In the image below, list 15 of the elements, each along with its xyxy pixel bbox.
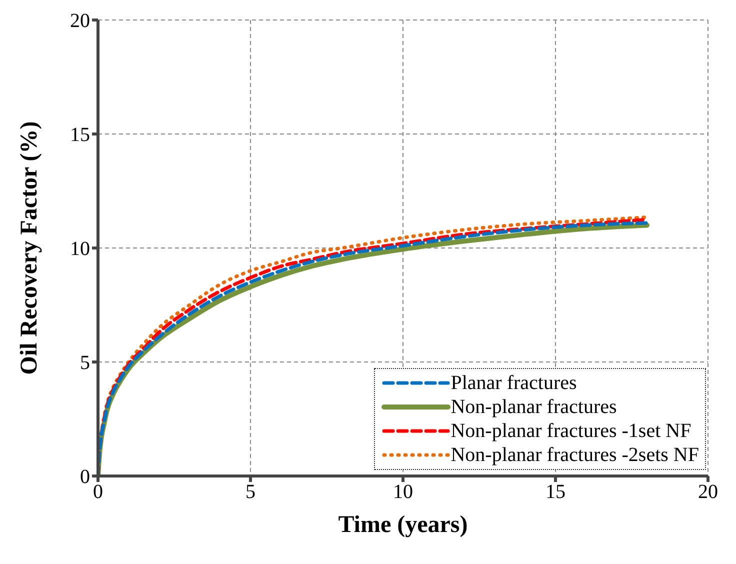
- x-tick-label: 5: [246, 481, 256, 504]
- legend-label: Non-planar fractures -1set NF: [450, 419, 692, 443]
- y-axis-title: Oil Recovery Factor (%): [16, 121, 43, 375]
- x-tick-label: 10: [393, 481, 413, 504]
- y-tick-label: 0: [80, 466, 90, 488]
- x-tick-label: 20: [698, 481, 718, 504]
- y-tick-label: 15: [70, 124, 90, 146]
- y-tick-label: 10: [70, 238, 90, 260]
- legend-label: Planar fractures: [450, 371, 577, 395]
- x-axis-title: Time (years): [338, 512, 468, 538]
- y-tick-label: 5: [80, 352, 90, 374]
- legend-label: Non-planar fractures: [450, 395, 617, 419]
- legend-label: Non-planar fractures -2sets NF: [450, 443, 699, 467]
- y-tick-label: 20: [70, 10, 90, 32]
- x-tick-label: 15: [546, 481, 566, 504]
